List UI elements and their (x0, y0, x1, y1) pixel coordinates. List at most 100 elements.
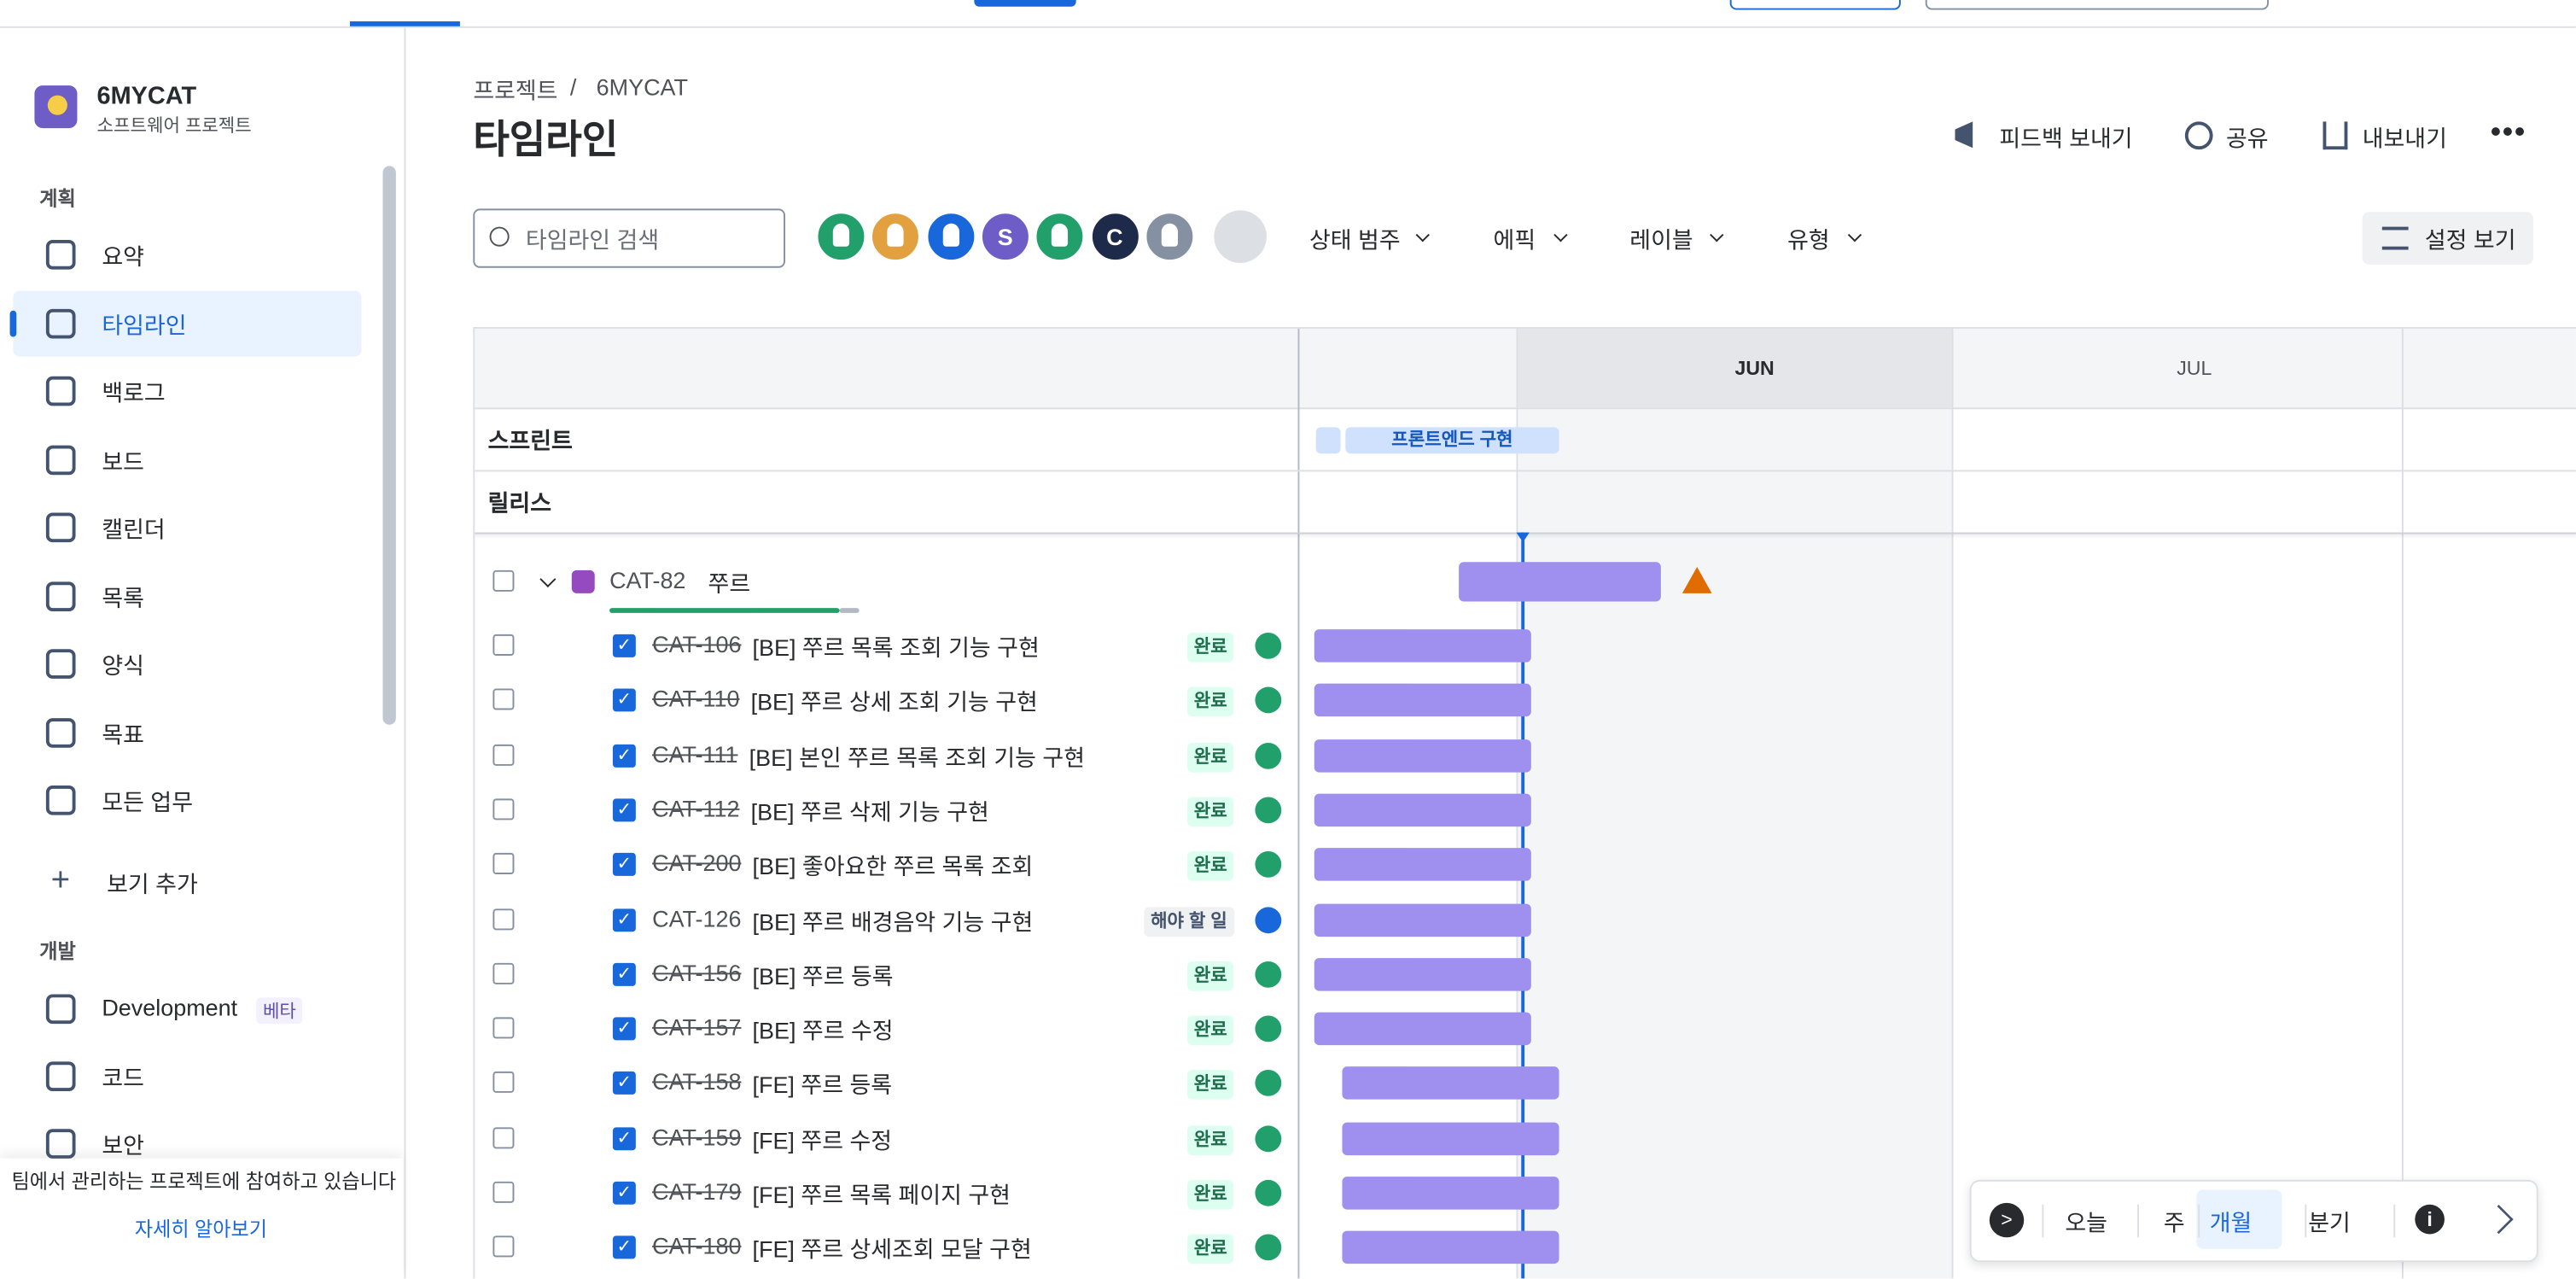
search-box[interactable]: 타임라인 검색 (473, 208, 786, 268)
more-icon[interactable]: ••• (2490, 114, 2527, 149)
assignee[interactable] (1255, 1124, 1282, 1152)
issue-bar[interactable] (1314, 848, 1531, 882)
project-name[interactable]: 6MYCAT (96, 82, 197, 110)
nav-item[interactable]: 백로그 (102, 379, 166, 406)
issue-key[interactable]: CAT-157 (652, 1013, 742, 1041)
avatar[interactable] (924, 210, 977, 263)
status-badge[interactable]: 완료 (1187, 961, 1234, 991)
action-button[interactable]: 내보내기 (2362, 125, 2447, 152)
nav-item[interactable]: 목록 (102, 584, 144, 611)
assignee[interactable] (1255, 633, 1282, 659)
filter-button[interactable]: 유형 (1787, 226, 1830, 254)
issue-key[interactable]: CAT-159 (652, 1123, 742, 1150)
issue-summary[interactable]: [FE] 쭈르 수정 (752, 1126, 893, 1153)
issue-summary[interactable]: [FE] 쭈르 등록 (752, 1072, 893, 1099)
checkbox[interactable] (492, 798, 515, 821)
issue-summary[interactable]: [FE] 쭈르 상세조회 모달 구현 (752, 1235, 1032, 1263)
checkbox[interactable] (492, 1017, 515, 1039)
issue-bar[interactable] (1314, 629, 1531, 663)
issue-key[interactable]: CAT-111 (652, 740, 738, 768)
nav-item[interactable]: 보안 (102, 1132, 144, 1159)
status-badge[interactable]: 완료 (1187, 1235, 1234, 1264)
checkbox[interactable] (492, 908, 515, 930)
issue-key[interactable]: CAT-179 (652, 1178, 742, 1205)
issue-bar[interactable] (1314, 957, 1531, 991)
issue-summary[interactable]: [BE] 쭈르 배경음악 기능 구현 (752, 908, 1034, 935)
assignee[interactable] (1255, 906, 1282, 933)
fullscreen-button[interactable] (2484, 1204, 2514, 1235)
checkbox[interactable] (492, 1181, 515, 1203)
nav-button[interactable] (1729, 0, 1901, 10)
avatar[interactable] (1143, 210, 1196, 263)
assignee[interactable] (1255, 1015, 1282, 1042)
avatar[interactable] (869, 210, 923, 263)
issue-key[interactable]: CAT-112 (652, 795, 740, 822)
breadcrumb[interactable]: 프로젝트 (473, 77, 558, 104)
status-badge[interactable]: 완료 (1187, 1179, 1234, 1210)
epic-name[interactable]: 쭈르 (708, 569, 751, 597)
issue-bar[interactable] (1314, 902, 1531, 937)
issue-bar[interactable] (1342, 1231, 1559, 1264)
issue-summary[interactable]: [BE] 쭈르 삭제 기능 구현 (750, 798, 989, 825)
status-badge[interactable]: 완료 (1187, 851, 1234, 882)
zoom-option[interactable]: 주 (2163, 1209, 2185, 1236)
add-people[interactable] (1214, 210, 1267, 263)
nav-search[interactable] (1925, 0, 2270, 10)
issue-summary[interactable]: [BE] 본인 쭈르 목록 조회 기능 구현 (749, 744, 1085, 770)
issue-bar[interactable] (1342, 1066, 1559, 1101)
nav-item[interactable]: 캘린더 (102, 516, 166, 543)
checkbox[interactable] (492, 962, 515, 984)
issue-bar[interactable] (1342, 1177, 1559, 1210)
issue-key[interactable]: CAT-158 (652, 1068, 742, 1095)
view-settings[interactable]: 설정 보기 (2362, 212, 2533, 265)
nav-item[interactable]: 모든 업무 (102, 788, 194, 815)
issue-bar[interactable] (1314, 1012, 1531, 1046)
filter-button[interactable]: 에픽 (1493, 226, 1536, 254)
status-badge[interactable]: 완료 (1187, 687, 1234, 717)
issue-key[interactable]: CAT-180 (652, 1233, 742, 1259)
status-badge[interactable]: 완료 (1187, 797, 1234, 826)
add-view[interactable]: 보기 추가 (107, 871, 198, 897)
issue-key[interactable]: CAT-110 (652, 686, 740, 712)
expand-chevron[interactable] (539, 570, 557, 587)
issue-summary[interactable]: [BE] 쭈르 상세 조회 기능 구현 (750, 689, 1038, 715)
avatar[interactable] (814, 210, 868, 263)
status-badge[interactable]: 완료 (1187, 742, 1234, 772)
assignee[interactable] (1255, 851, 1282, 879)
status-badge[interactable]: 완료 (1187, 633, 1234, 663)
checkbox[interactable] (492, 689, 515, 711)
status-badge[interactable]: 완료 (1187, 1015, 1234, 1046)
issue-summary[interactable]: [BE] 쭈르 수정 (752, 1017, 894, 1044)
collapse-button[interactable]: > (1989, 1202, 2025, 1238)
nav-item[interactable]: 양식 (102, 652, 144, 679)
action-button[interactable]: 공유 (2225, 125, 2269, 152)
epic-bar[interactable] (1459, 562, 1661, 602)
avatar[interactable]: C (1088, 210, 1141, 263)
assignee[interactable] (1255, 1235, 1282, 1261)
nav-item[interactable]: 코드 (102, 1065, 144, 1092)
checkbox[interactable] (492, 1126, 515, 1148)
nav-item[interactable]: 타임라인 (102, 311, 187, 338)
issue-summary[interactable]: [BE] 쭈르 등록 (752, 962, 894, 990)
issue-key[interactable]: CAT-200 (652, 850, 742, 877)
nav-button[interactable] (974, 0, 1076, 7)
status-badge[interactable]: 완료 (1187, 1070, 1234, 1101)
checkbox[interactable] (492, 569, 515, 592)
issue-bar[interactable] (1342, 1121, 1559, 1155)
nav-item[interactable]: Development (102, 994, 238, 1021)
assignee[interactable] (1255, 1070, 1282, 1097)
checkbox[interactable] (492, 744, 515, 766)
avatar[interactable] (1033, 210, 1087, 263)
checkbox[interactable] (492, 853, 515, 875)
sprint-bar[interactable]: 프론트엔드 구현 (1345, 427, 1559, 454)
scrollbar[interactable] (382, 166, 396, 725)
avatar[interactable]: S (978, 210, 1032, 263)
assignee[interactable] (1255, 797, 1282, 824)
zoom-option[interactable]: 분기 (2308, 1209, 2351, 1236)
issue-bar[interactable] (1314, 739, 1531, 772)
action-button[interactable]: 피드백 보내기 (1999, 125, 2133, 152)
filter-button[interactable]: 상태 범주 (1308, 226, 1401, 254)
assignee[interactable] (1255, 687, 1282, 714)
breadcrumb[interactable]: 6MYCAT (596, 73, 688, 101)
filter-button[interactable]: 레이블 (1629, 226, 1693, 254)
